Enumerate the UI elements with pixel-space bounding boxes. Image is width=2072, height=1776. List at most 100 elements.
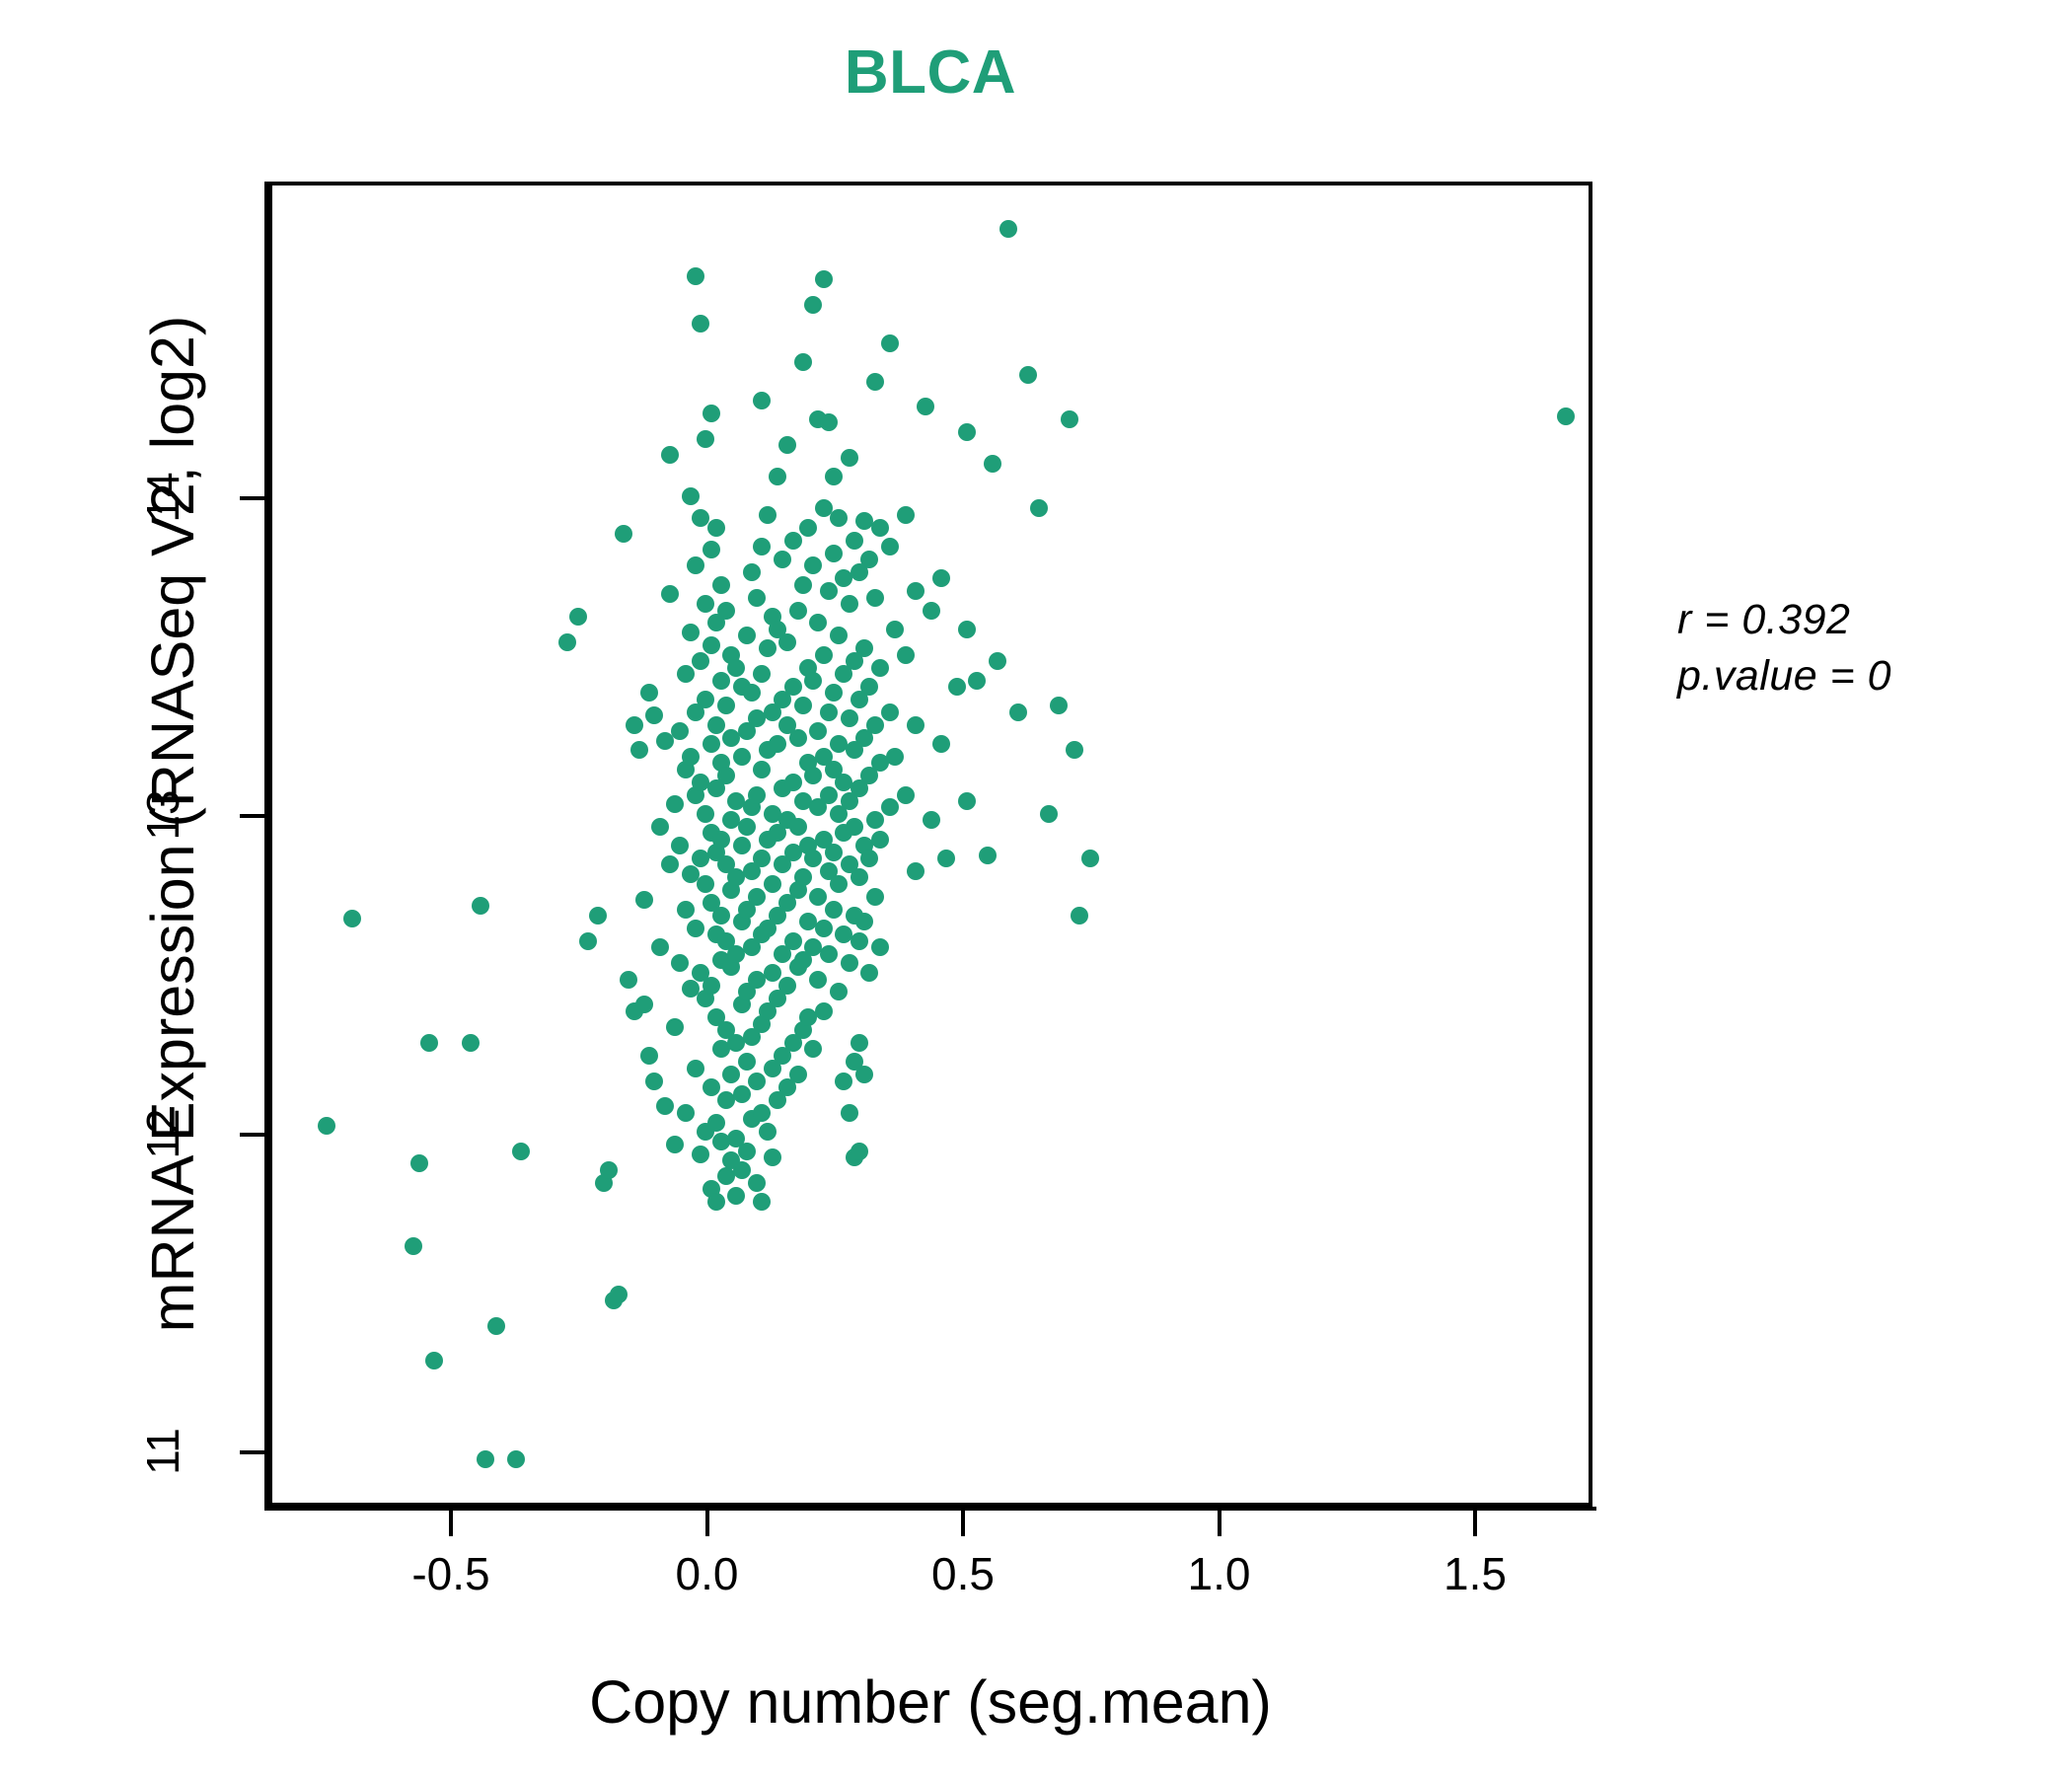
x-tick-mark — [1473, 1511, 1477, 1536]
scatter-point — [865, 372, 884, 391]
scatter-point — [763, 1148, 781, 1166]
scatter-point — [855, 913, 874, 931]
scatter-point — [1050, 697, 1069, 715]
scatter-point — [870, 830, 889, 849]
scatter-point — [804, 767, 823, 785]
scatter-point — [743, 938, 762, 957]
scatter-point — [778, 976, 797, 995]
scatter-point — [840, 448, 858, 467]
scatter-point — [702, 1078, 720, 1097]
scatter-point — [706, 779, 725, 798]
scatter-point — [768, 468, 786, 486]
scatter-point — [978, 846, 997, 864]
scatter-point — [830, 983, 849, 1001]
scatter-point — [711, 575, 730, 594]
scatter-point — [697, 874, 715, 893]
scatter-point — [599, 1160, 618, 1179]
scatter-point — [686, 703, 704, 721]
scatter-point — [793, 353, 812, 372]
scatter-point — [804, 1040, 823, 1059]
scatter-point — [717, 767, 736, 785]
scatter-point — [1019, 366, 1038, 385]
scatter-point — [922, 811, 940, 830]
scatter-point — [660, 585, 679, 604]
scatter-point — [845, 741, 863, 760]
scatter-point — [830, 627, 849, 645]
scatter-point — [706, 1113, 725, 1132]
scatter-point — [558, 632, 577, 651]
scatter-point — [471, 897, 489, 916]
scatter-point — [660, 855, 679, 874]
scatter-point — [783, 1033, 802, 1052]
scatter-point — [793, 868, 812, 887]
scatter-point — [743, 684, 762, 703]
scatter-point — [706, 518, 725, 537]
page-title: BLCA — [844, 38, 1017, 107]
scatter-point — [706, 1193, 725, 1212]
scatter-point — [814, 1001, 833, 1020]
scatter-point — [793, 951, 812, 970]
scatter-point — [814, 747, 833, 766]
scatter-point — [896, 505, 915, 524]
scatter-point — [793, 791, 812, 810]
scatter-point — [768, 824, 786, 843]
scatter-point — [420, 1033, 439, 1052]
scatter-point — [477, 1450, 495, 1469]
scatter-point — [717, 1090, 736, 1109]
scatter-point — [819, 582, 838, 601]
scatter-point — [1040, 804, 1059, 823]
scatter-point — [711, 671, 730, 690]
scatter-point — [461, 1033, 480, 1052]
scatter-point — [578, 931, 597, 950]
scatter-point — [676, 1103, 695, 1122]
scatter-point — [809, 614, 828, 632]
scatter-point — [711, 1132, 730, 1150]
scatter-point — [711, 1040, 730, 1059]
scatter-point — [788, 601, 807, 620]
scatter-point — [840, 1103, 858, 1122]
scatter-point — [860, 964, 879, 983]
scatter-point — [825, 843, 844, 861]
scatter-point — [793, 575, 812, 594]
scatter-point — [753, 665, 772, 684]
scatter-point — [692, 509, 710, 528]
scatter-point — [865, 715, 884, 734]
x-axis-line — [268, 1507, 1596, 1511]
scatter-point — [845, 652, 863, 671]
scatter-point — [425, 1352, 444, 1370]
scatter-point — [835, 665, 853, 684]
scatter-point — [732, 1160, 751, 1179]
scatter-point — [896, 785, 915, 804]
scatter-point — [711, 830, 730, 849]
scatter-point — [666, 795, 685, 814]
scatter-point — [865, 887, 884, 906]
scatter-point — [629, 741, 648, 760]
scatter-point — [732, 747, 751, 766]
scatter-point — [722, 1066, 741, 1084]
scatter-point — [851, 868, 868, 887]
scatter-point — [809, 887, 828, 906]
scatter-point — [758, 1001, 777, 1020]
scatter-point — [835, 1072, 853, 1090]
scatter-point — [737, 817, 756, 836]
scatter-point — [835, 925, 853, 944]
scatter-point — [788, 728, 807, 747]
scatter-point — [840, 595, 858, 614]
scatter-point — [697, 690, 715, 708]
scatter-point — [870, 658, 889, 677]
scatter-point — [702, 636, 720, 655]
scatter-point — [650, 938, 669, 957]
scatter-point — [783, 677, 802, 696]
scatter-point — [732, 837, 751, 855]
scatter-point — [727, 868, 746, 887]
scatter-point — [702, 734, 720, 753]
scatter-point — [343, 910, 362, 928]
scatter-point — [640, 684, 659, 703]
scatter-point — [681, 865, 700, 884]
scatter-point — [947, 677, 966, 696]
scatter-point — [774, 855, 792, 874]
scatter-point — [804, 296, 823, 315]
scatter-point — [727, 1129, 746, 1147]
scatter-point — [855, 512, 874, 531]
scatter-point — [865, 811, 884, 830]
